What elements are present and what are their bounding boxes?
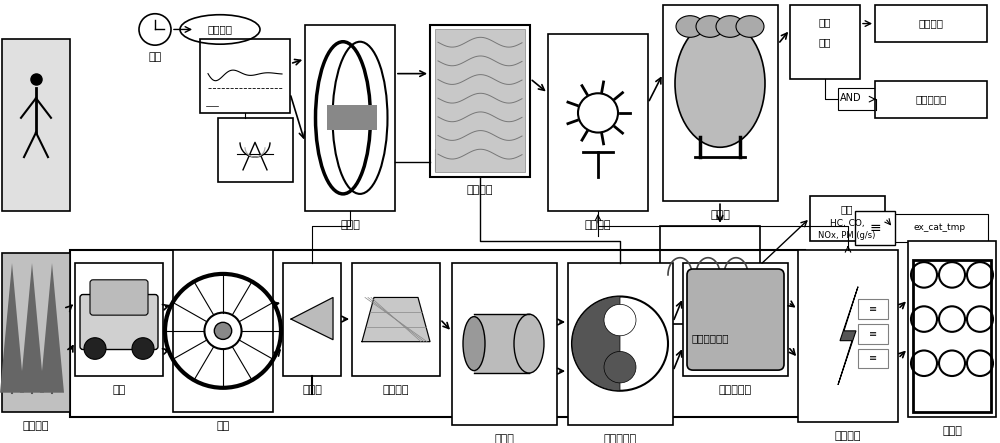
Text: NOx, PM (g/s): NOx, PM (g/s) [818,231,876,240]
Text: 离合器: 离合器 [340,220,360,230]
Ellipse shape [675,19,765,147]
Text: 其他排放: 其他排放 [918,19,944,28]
Text: 电气设备: 电气设备 [835,431,861,441]
Circle shape [572,296,668,391]
Text: 循环工况: 循环工况 [23,421,49,431]
Text: 发动机排放: 发动机排放 [915,94,947,104]
FancyBboxPatch shape [687,269,784,370]
Bar [2,39,70,211]
Text: HC, CO,: HC, CO, [830,219,864,228]
Bar [790,5,860,78]
Circle shape [604,304,636,336]
Bar [435,149,457,171]
Ellipse shape [716,16,744,37]
Bar [798,250,898,422]
Bar [305,24,395,211]
Polygon shape [20,263,44,392]
Text: 车辆: 车辆 [112,385,126,395]
Bar [548,35,648,211]
Bar [893,214,988,241]
Bar [875,5,987,42]
Polygon shape [40,263,64,392]
Text: 发动机: 发动机 [710,210,730,220]
Text: 燃料: 燃料 [819,37,831,47]
Bar [283,263,341,376]
Bar [908,241,996,417]
FancyBboxPatch shape [80,295,158,350]
Bar [75,263,163,376]
FancyBboxPatch shape [90,280,148,315]
Text: ≡: ≡ [869,354,877,363]
Text: 变速箱: 变速箱 [494,434,514,443]
Bar [430,24,530,177]
Bar [70,250,805,417]
Ellipse shape [514,314,544,373]
Text: ≡: ≡ [869,221,881,235]
Bar [855,211,895,245]
Bar [660,226,760,324]
Bar [858,299,888,319]
Bar [327,105,377,130]
Text: 主减速器: 主减速器 [383,385,409,395]
Bar [435,29,525,172]
Ellipse shape [676,16,704,37]
Circle shape [214,323,232,339]
Text: 汽油: 汽油 [819,18,831,27]
Bar [452,263,557,425]
Bar [838,88,876,110]
Text: ≡: ≡ [869,329,877,339]
Text: ex_cat_tmp: ex_cat_tmp [914,223,966,232]
Bar [173,250,273,412]
Bar [810,196,885,241]
Circle shape [84,338,106,359]
Text: 时钟: 时钟 [148,52,162,62]
Text: 转矩耦合器: 转矩耦合器 [603,434,637,443]
Bar [858,349,888,368]
Bar [218,118,293,182]
Wedge shape [572,296,620,391]
Text: AND: AND [840,93,862,103]
Bar [875,81,987,118]
Ellipse shape [463,317,485,371]
Bar [352,263,440,376]
Bar [474,314,529,373]
Bar [683,263,788,376]
Text: 蓄电池: 蓄电池 [942,426,962,436]
Bar [913,260,991,412]
Bar [858,324,888,344]
Text: 车轮: 车轮 [216,421,230,431]
Circle shape [132,338,154,359]
Ellipse shape [736,16,764,37]
Text: 电机控制器: 电机控制器 [718,385,752,395]
Polygon shape [0,263,24,392]
Text: 屁气处理系统: 屁气处理系统 [691,333,729,343]
Bar [200,39,290,113]
Text: 控制策略: 控制策略 [467,186,493,195]
Text: 排放: 排放 [841,204,853,214]
Text: 机械附件: 机械附件 [585,220,611,230]
Text: 传动轴: 传动轴 [302,385,322,395]
Ellipse shape [696,16,724,37]
Polygon shape [291,297,333,340]
Circle shape [604,351,636,383]
Text: ≡: ≡ [869,304,877,314]
Bar [2,253,70,412]
Bar [663,5,778,201]
Bar [568,263,673,425]
Polygon shape [362,297,430,342]
Polygon shape [838,287,858,385]
Text: 时间序列: 时间序列 [208,24,232,35]
